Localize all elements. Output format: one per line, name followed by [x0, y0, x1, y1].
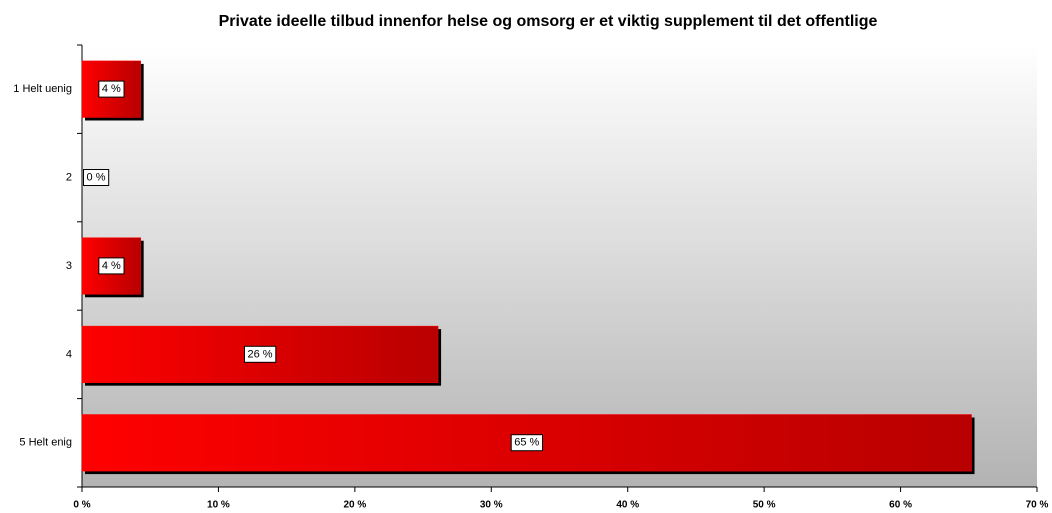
x-tick-label: 60 %: [889, 500, 912, 511]
data-label-box: [83, 169, 110, 187]
x-tick-label: 40 %: [616, 500, 639, 511]
data-label: 4 %: [102, 83, 121, 95]
data-label: 65 %: [514, 437, 539, 449]
data-label-box: [98, 257, 125, 275]
y-tick-label: 1 Helt uenig: [13, 83, 72, 95]
x-tick-label: 50 %: [753, 500, 776, 511]
x-tick-label: 20 %: [343, 500, 366, 511]
y-tick-label: 2: [66, 172, 72, 184]
data-label-box: [244, 345, 277, 363]
data-label: 4 %: [102, 260, 121, 272]
chart-title: Private ideelle tilbud innenfor helse og…: [219, 13, 878, 30]
data-label: 26 %: [248, 348, 273, 360]
data-label-box: [98, 80, 125, 98]
x-tick-label: 70 %: [1026, 500, 1049, 511]
x-tick-label: 10 %: [207, 500, 230, 511]
y-tick-label: 4: [66, 348, 72, 360]
x-tick-label: 30 %: [480, 500, 503, 511]
y-tick-label: 5 Helt enig: [19, 437, 72, 449]
y-tick-label: 3: [66, 260, 72, 272]
plot-background: [82, 45, 1037, 487]
data-label-box: [510, 434, 544, 452]
x-tick-label: 0 %: [73, 500, 90, 511]
data-label: 0 %: [87, 172, 106, 184]
